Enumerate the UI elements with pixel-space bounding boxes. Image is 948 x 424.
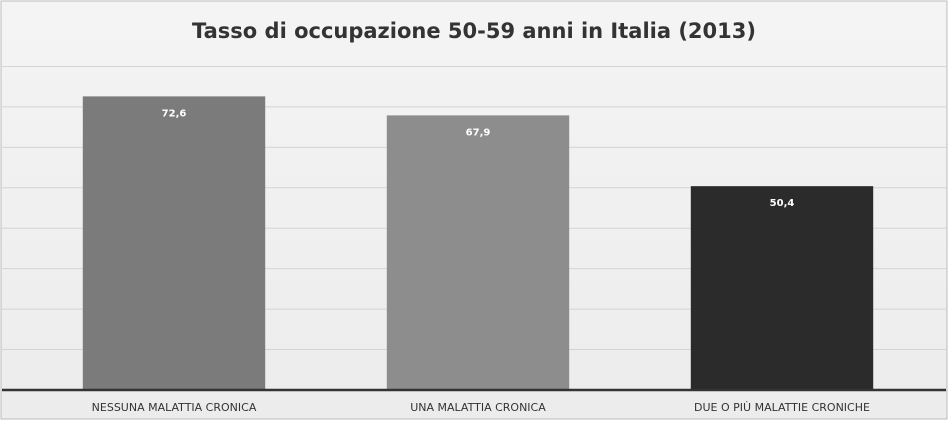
bar — [386, 115, 570, 390]
x-tick-label: DUE O PIÙ MALATTIE CRONICHE — [694, 401, 870, 414]
data-label: 50,4 — [770, 198, 795, 209]
data-label: 72,6 — [162, 108, 187, 119]
bar — [82, 96, 266, 390]
x-tick-label: UNA MALATTIA CRONICA — [410, 401, 546, 414]
data-label: 67,9 — [466, 127, 491, 138]
chart-title: Tasso di occupazione 50-59 anni in Itali… — [192, 19, 756, 43]
x-tick-label: NESSUNA MALATTIA CRONICA — [92, 401, 257, 414]
bar — [690, 186, 874, 390]
